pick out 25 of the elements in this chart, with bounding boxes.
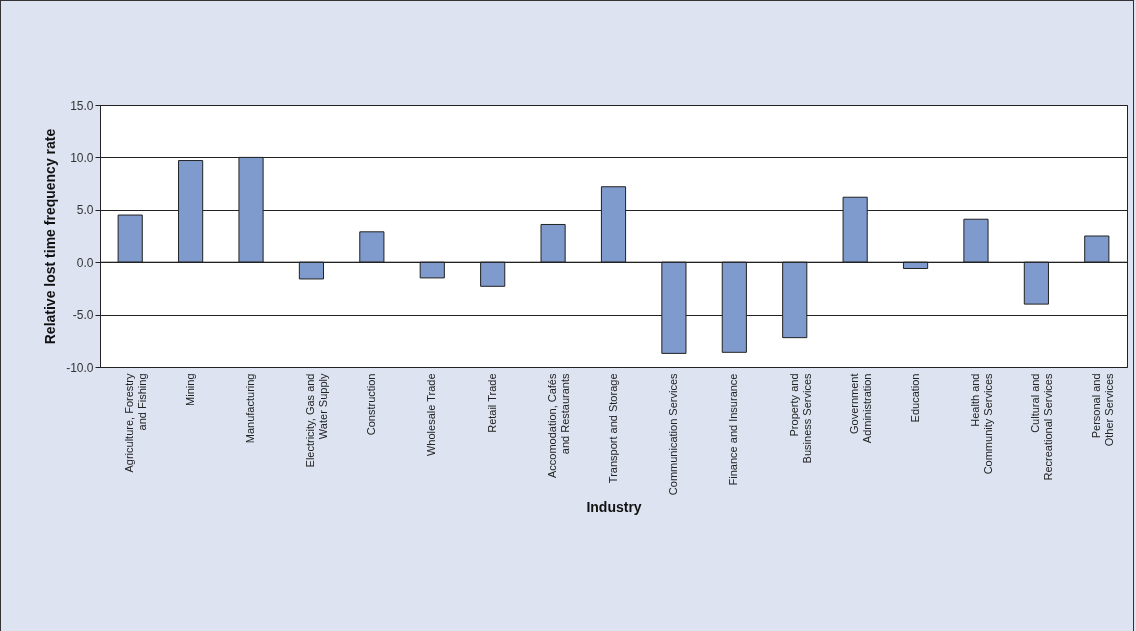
x-tick-label: Retail Trade — [485, 373, 498, 433]
x-tick-label: Finance and Insurance — [727, 373, 740, 486]
y-tick-label: 0.0 — [76, 255, 94, 270]
x-tick-label: Personal and Other Services — [1089, 373, 1115, 447]
x-tick-label: Transport and Storage — [606, 373, 619, 484]
x-tick-label: Education — [908, 373, 921, 423]
x-tick-label: Agriculture, Forestry and Fishing — [123, 373, 149, 473]
y-tick-label: 10.0 — [70, 150, 94, 165]
x-tick-label: Construction — [364, 373, 377, 436]
x-tick-label: Mining — [183, 373, 196, 406]
x-tick-label: Electricity, Gas and Water Supply — [304, 373, 330, 468]
x-tick-label: Wholesale Trade — [425, 373, 438, 457]
y-tick-label: 15.0 — [70, 98, 94, 113]
x-tick-label: Accomodation, Cafés and Restaurants — [546, 373, 572, 479]
x-tick-label: Government Administration — [848, 373, 874, 444]
x-axis-title: Industry — [586, 499, 642, 516]
x-tick-label: Property and Business Services — [787, 373, 813, 464]
y-tick-label: -10.0 — [66, 360, 94, 375]
x-tick-label: Communication Services — [666, 373, 679, 496]
x-tick-label: Manufacturing — [244, 373, 257, 444]
y-tick-label: -5.0 — [72, 308, 94, 323]
x-tick-label: Health and Community Services — [968, 373, 994, 475]
x-tick-label: Cultural and Recreational Services — [1029, 373, 1055, 481]
y-tick-label: 5.0 — [76, 203, 94, 218]
y-axis-title: Relative lost time frequency rate — [42, 128, 59, 345]
